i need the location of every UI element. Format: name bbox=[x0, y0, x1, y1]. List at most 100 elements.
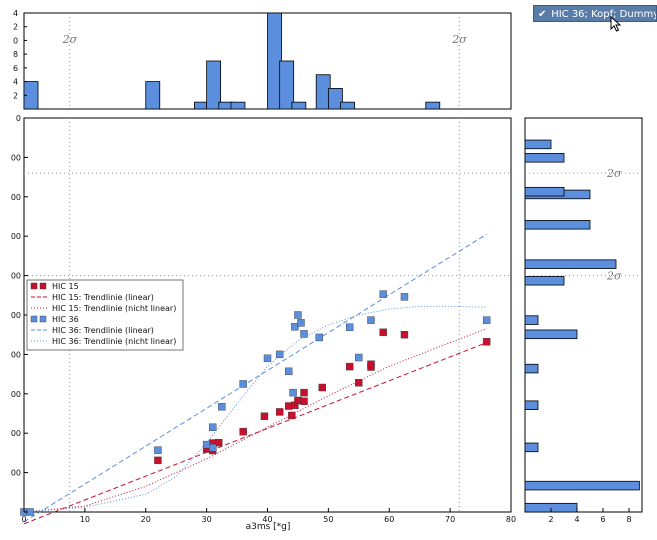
top-hist-bar-1 bbox=[145, 81, 161, 110]
right-hist-bar-6 bbox=[524, 315, 539, 325]
data-point-s0-18 bbox=[367, 360, 375, 368]
x-tick-label-7: 70 bbox=[445, 515, 455, 524]
legend-label-1: HIC 15: Trendlinie (linear) bbox=[52, 293, 154, 302]
right-histogram-sigma-lines: 2σ 2σ bbox=[525, 167, 642, 283]
data-point-s3-19 bbox=[367, 316, 375, 324]
legend-marker-b-0 bbox=[39, 282, 47, 290]
legend-label-4: HIC 36: Trendlinie (linear) bbox=[52, 326, 154, 335]
right-x-tick-label-0: 2 bbox=[548, 515, 553, 524]
data-point-s0-21 bbox=[482, 338, 491, 346]
top-hist-bar-7 bbox=[279, 60, 295, 110]
top-y-tick-label-5: 2 bbox=[13, 23, 18, 32]
data-point-s0-16 bbox=[355, 379, 363, 387]
data-point-s3-8 bbox=[263, 354, 272, 363]
scatter-points bbox=[20, 290, 491, 516]
right-hist-bar-11 bbox=[524, 186, 565, 197]
right-x-tick-label-3: 8 bbox=[626, 515, 631, 524]
y-tick-label-1: 00 bbox=[11, 469, 21, 478]
data-point-s0-9 bbox=[288, 411, 296, 420]
x-axis-label: a3ms [*g] bbox=[246, 522, 291, 532]
legend-label-3: HIC 36 bbox=[52, 315, 79, 324]
legend: HIC 15 HIC 15: Trendlinie (linear) HIC 15:… bbox=[26, 279, 184, 351]
scatter-x-ticks: 0 10 20 30 40 50 60 70 80 bbox=[21, 508, 516, 524]
menu-item-label: HIC 36; Kopf; Dummy F bbox=[551, 9, 657, 20]
right-sigma-label-1: 2σ bbox=[606, 167, 622, 180]
top-hist-bar-8 bbox=[291, 101, 307, 110]
y-tick-label-2: 00 bbox=[11, 429, 21, 438]
data-point-s3-16 bbox=[315, 333, 323, 342]
x-tick-label-5: 50 bbox=[323, 515, 333, 524]
right-sigma-label-0: 2σ bbox=[606, 270, 622, 283]
right-histogram-axes bbox=[524, 117, 643, 513]
top-y-tick-label-6: 4 bbox=[13, 9, 18, 18]
legend-marker-a-3 bbox=[30, 315, 38, 323]
data-point-s3-2 bbox=[154, 446, 162, 454]
data-point-s3-9 bbox=[275, 350, 284, 359]
right-hist-bar-9 bbox=[524, 220, 591, 230]
top-hist-bar-10 bbox=[327, 88, 343, 110]
legend-label-0: HIC 15 bbox=[52, 282, 79, 291]
data-point-s3-22 bbox=[482, 316, 491, 324]
data-point-s0-14 bbox=[318, 383, 326, 392]
top-y-tick-label-4: 0 bbox=[13, 36, 18, 45]
right-hist-bar-7 bbox=[524, 275, 565, 286]
y-tick-label-3: 00 bbox=[11, 390, 21, 399]
y-tick-label-9: 00 bbox=[11, 153, 21, 162]
right-hist-bar-4 bbox=[524, 363, 539, 374]
data-point-s3-10 bbox=[285, 367, 293, 376]
right-histogram-bars bbox=[524, 139, 640, 513]
x-tick-label-2: 20 bbox=[141, 515, 151, 524]
data-point-s3-6 bbox=[218, 403, 226, 411]
data-point-s0-0 bbox=[154, 456, 162, 465]
data-point-s3-20 bbox=[379, 290, 387, 298]
y-tick-label-4: 00 bbox=[11, 350, 21, 359]
data-point-s3-5 bbox=[209, 423, 217, 431]
x-tick-label-3: 30 bbox=[202, 515, 212, 524]
y-tick-label-8: 00 bbox=[11, 193, 21, 202]
data-point-s0-12 bbox=[300, 388, 308, 397]
top-sigma-label-1: 2σ bbox=[451, 33, 467, 46]
legend-label-5: HIC 36: Trendlinie (nicht linear) bbox=[52, 337, 176, 346]
right-hist-bar-2 bbox=[524, 442, 539, 453]
data-point-s3-18 bbox=[355, 353, 363, 362]
right-hist-bar-8 bbox=[524, 259, 617, 269]
data-point-s0-4 bbox=[215, 438, 223, 447]
y-tick-label-10: 0 bbox=[16, 114, 21, 123]
data-point-s3-7 bbox=[239, 380, 247, 388]
right-histogram-x-ticks: 2 4 6 8 bbox=[548, 508, 632, 524]
legend-marker-a-0 bbox=[30, 282, 38, 290]
data-point-s3-17 bbox=[345, 323, 354, 331]
data-point-s3-15 bbox=[300, 330, 308, 338]
top-y-tick-label-3: 8 bbox=[13, 50, 18, 59]
top-y-tick-label-1: 4 bbox=[13, 78, 18, 87]
top-histogram-y-ticks: 2 4 6 8 0 2 4 bbox=[13, 9, 27, 100]
right-x-tick-label-2: 6 bbox=[600, 515, 605, 524]
data-point-s0-19 bbox=[379, 328, 387, 337]
top-hist-bar-5 bbox=[230, 101, 246, 110]
data-point-s3-14 bbox=[297, 319, 305, 327]
data-point-s3-13 bbox=[294, 311, 302, 319]
top-histogram-sigma-lines: 2σ 2σ bbox=[62, 13, 467, 109]
legend-frame bbox=[26, 279, 184, 351]
top-hist-bar-3 bbox=[206, 60, 222, 110]
top-hist-bar-14 bbox=[425, 101, 441, 110]
data-point-s3-11 bbox=[289, 388, 297, 397]
data-point-s0-7 bbox=[275, 408, 284, 416]
right-x-tick-label-1: 4 bbox=[574, 515, 579, 524]
x-tick-label-4: 40 bbox=[262, 515, 272, 524]
y-tick-label-5: 00 bbox=[11, 311, 21, 320]
y-tick-label-6: 00 bbox=[11, 272, 21, 281]
right-hist-bar-3 bbox=[524, 400, 539, 410]
data-point-s0-20 bbox=[400, 331, 409, 339]
data-point-s0-13 bbox=[300, 397, 308, 405]
x-tick-label-1: 10 bbox=[80, 515, 90, 524]
data-point-s0-5 bbox=[239, 427, 247, 436]
menu-item-hic36-kopf[interactable]: ✔ HIC 36; Kopf; Dummy F bbox=[533, 5, 657, 22]
top-hist-bar-11 bbox=[340, 101, 355, 110]
top-sigma-label-0: 2σ bbox=[62, 33, 78, 46]
right-hist-bar-12 bbox=[524, 153, 565, 163]
data-point-s3-12 bbox=[291, 323, 299, 331]
top-y-tick-label-2: 6 bbox=[13, 64, 18, 73]
